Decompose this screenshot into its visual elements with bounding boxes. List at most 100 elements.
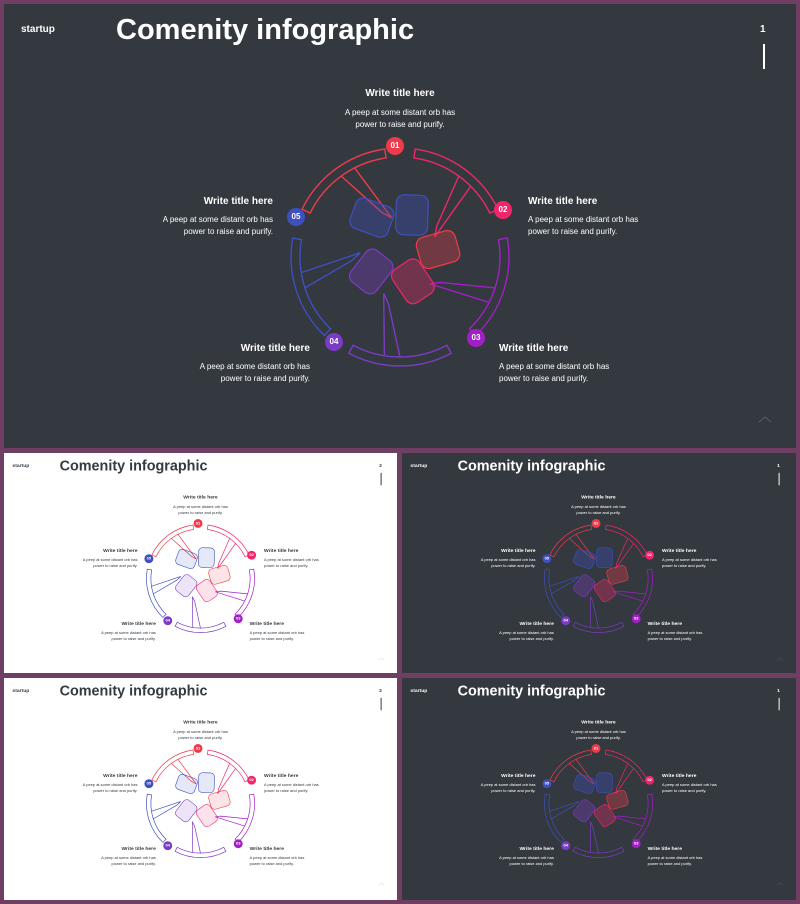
point-desc-03: A peep at some distant orb has power to … <box>647 855 703 867</box>
point-title-04: Write title here <box>121 621 156 627</box>
chevron-up-icon[interactable] <box>776 882 783 886</box>
arm-line <box>569 534 595 560</box>
arm-line <box>217 538 236 569</box>
page-indicator-bar <box>763 44 765 69</box>
chevron-up-icon[interactable] <box>378 882 385 886</box>
point-title-05: Write title here <box>103 773 138 779</box>
hands-circle-icon <box>290 148 510 367</box>
slide-thumb-2[interactable]: startup Comenity infographic 1 Write tit… <box>402 453 796 673</box>
page-number: 1 <box>777 462 780 469</box>
ring-segment <box>234 793 255 843</box>
point-title-04: Write title here <box>519 846 554 852</box>
point-desc-01: A peep at some distant orb has power to … <box>571 729 626 741</box>
badge-03: 03 <box>631 614 641 624</box>
arm-line <box>429 281 496 304</box>
ring-segment <box>151 749 194 783</box>
badge-05: 05 <box>287 208 305 226</box>
point-title-01: Write title here <box>581 494 616 501</box>
point-desc-01: A peep at some distant orb has power to … <box>173 504 228 516</box>
page-title: Comenity infographic <box>457 457 606 474</box>
hand-shape <box>573 799 596 823</box>
slide-thumb-1[interactable]: startup Comenity infographic 2 Write tit… <box>4 453 397 673</box>
point-desc-02: A peep at some distant orb has power to … <box>264 782 319 794</box>
badge-04: 04 <box>561 841 571 851</box>
ring-segment <box>301 148 387 215</box>
ring-segment <box>605 524 648 558</box>
arm-line <box>590 821 599 854</box>
point-title-04: Write title here <box>519 621 554 627</box>
badge-01: 01 <box>386 137 404 155</box>
hand-shape <box>573 773 596 795</box>
badge-05: 05 <box>144 554 154 564</box>
arm-line <box>549 801 579 820</box>
ring-segment <box>174 846 227 858</box>
hand-shape <box>348 248 394 295</box>
arm-line <box>615 763 634 794</box>
arm-line <box>383 293 401 358</box>
badge-04: 04 <box>325 333 343 351</box>
chevron-up-icon[interactable] <box>378 657 385 661</box>
badge-02: 02 <box>247 550 257 560</box>
ring-segment <box>174 621 227 633</box>
badge-02: 02 <box>645 550 655 560</box>
hand-shape <box>349 197 395 238</box>
point-desc-01: A peep at some distant orb has power to … <box>173 729 228 741</box>
ring-segment <box>544 793 565 843</box>
arm-line <box>171 759 197 785</box>
point-desc-04: A peep at some distant orb has power to … <box>199 362 310 384</box>
ring-segment <box>347 344 453 367</box>
ring-segment <box>544 568 565 618</box>
hands-circle-icon <box>146 749 255 858</box>
page-indicator-bar <box>778 472 780 486</box>
badge-03: 03 <box>233 839 243 849</box>
badge-01: 01 <box>591 518 601 528</box>
arm-line <box>615 538 634 569</box>
ring-segment <box>549 524 592 558</box>
ring-segment <box>207 524 250 558</box>
ring-segment <box>146 568 167 618</box>
page-indicator-bar <box>778 697 780 711</box>
ring-segment <box>549 749 592 783</box>
ring-segment <box>572 621 625 633</box>
ring-segment <box>413 148 499 215</box>
slide-thumb-3[interactable]: startup Comenity infographic 2 Write tit… <box>4 678 397 900</box>
ring-segment <box>572 846 625 858</box>
slide-thumb-4[interactable]: startup Comenity infographic 1 Write tit… <box>402 678 796 900</box>
hand-shape <box>595 547 613 569</box>
chevron-up-icon[interactable] <box>776 657 783 661</box>
point-title-01: Write title here <box>183 494 218 501</box>
page-number: 1 <box>760 24 766 35</box>
arm-line <box>192 821 201 854</box>
badge-03: 03 <box>233 614 243 624</box>
page-number: 2 <box>379 462 382 469</box>
arm-line <box>613 590 646 602</box>
arm-line <box>217 763 236 794</box>
badge-02: 02 <box>645 775 655 785</box>
hand-shape <box>595 772 613 794</box>
page-number: 2 <box>379 687 382 694</box>
badge-01: 01 <box>193 518 203 528</box>
point-title-01: Write title here <box>365 88 435 99</box>
hand-shape <box>175 773 198 795</box>
chevron-up-icon[interactable] <box>758 415 772 423</box>
badge-01: 01 <box>193 743 203 753</box>
point-desc-05: A peep at some distant orb has power to … <box>82 782 138 794</box>
slide-main[interactable]: startup Comenity infographic 1 Write tit… <box>4 4 796 448</box>
point-desc-04: A peep at some distant orb has power to … <box>101 855 156 867</box>
point-desc-03: A peep at some distant orb has power to … <box>499 362 610 384</box>
point-title-03: Write title here <box>499 343 569 354</box>
badge-01: 01 <box>591 743 601 753</box>
arm-line <box>215 815 248 827</box>
hand-shape <box>394 194 429 236</box>
point-desc-01: A peep at some distant orb has power to … <box>344 108 456 130</box>
point-desc-05: A peep at some distant orb has power to … <box>82 557 138 569</box>
arm-line <box>151 576 181 595</box>
badge-04: 04 <box>163 616 173 626</box>
arm-line <box>569 759 595 785</box>
badge-05: 05 <box>542 779 552 789</box>
arm-line <box>192 596 201 629</box>
point-title-03: Write title here <box>647 846 682 852</box>
hands-circle-icon <box>146 524 255 633</box>
brand-label: startup <box>410 462 428 469</box>
point-desc-01: A peep at some distant orb has power to … <box>571 504 626 516</box>
